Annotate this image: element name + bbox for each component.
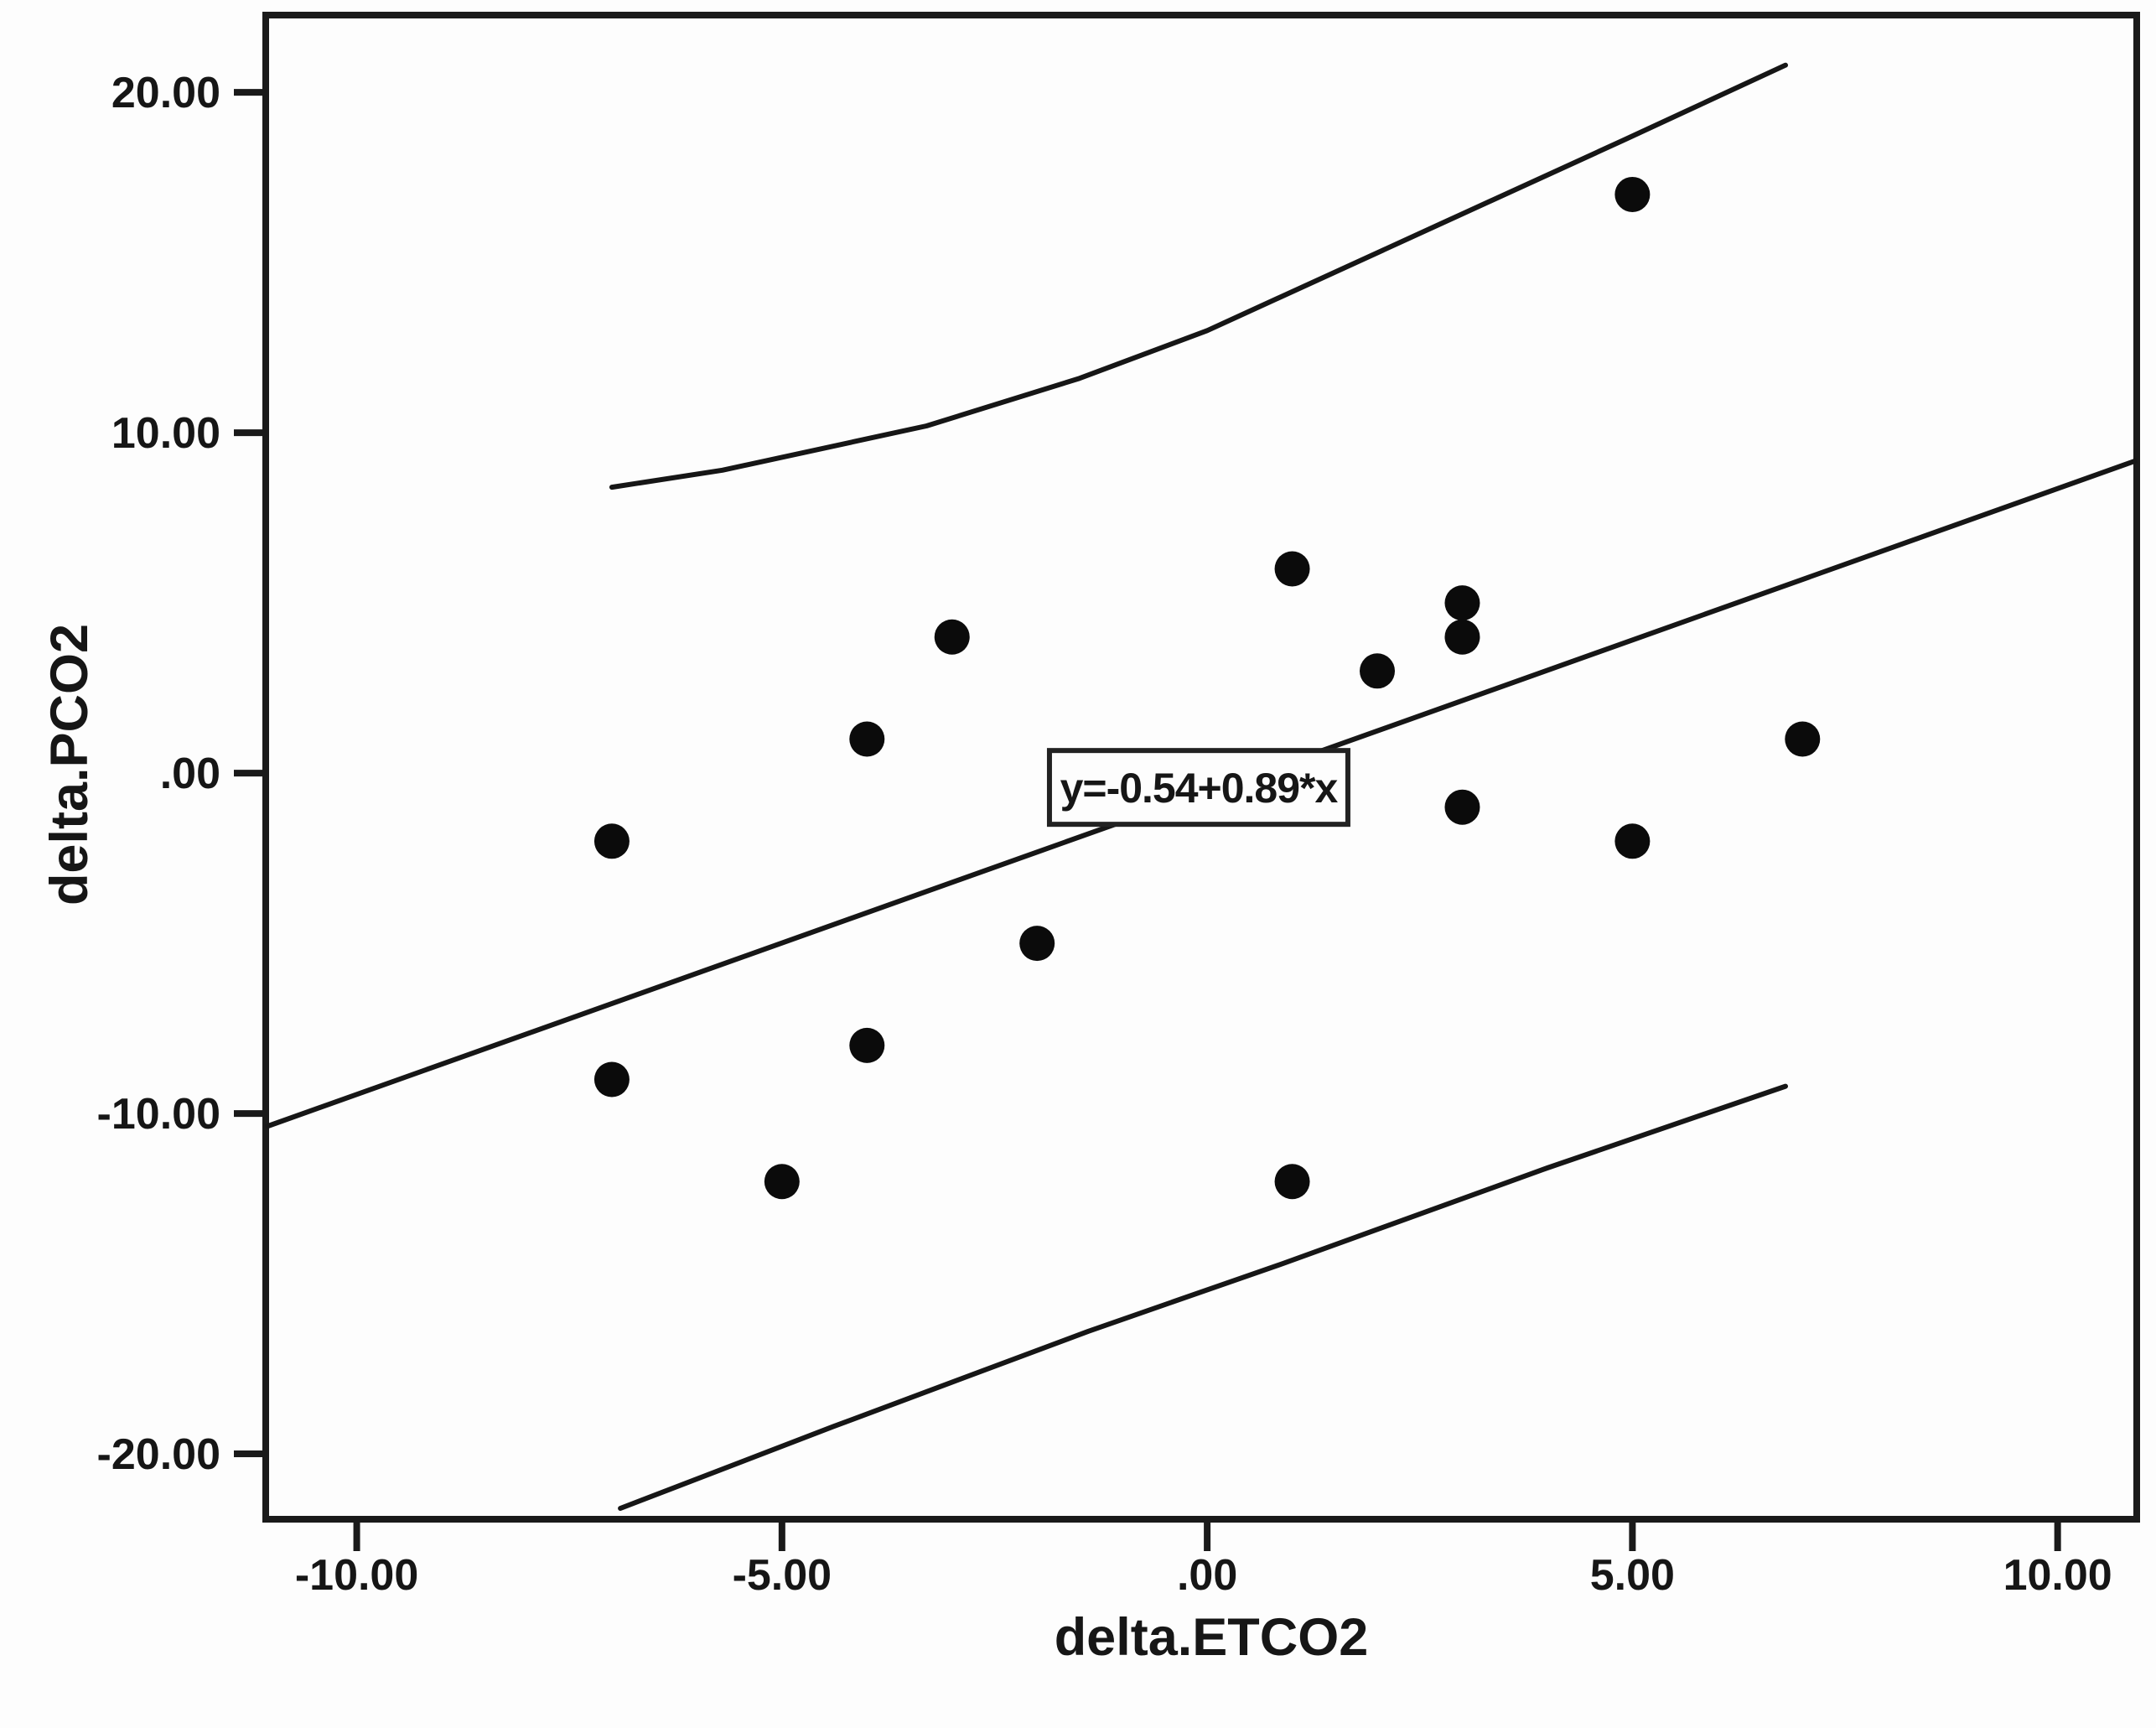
x-tick-label: 5.00 <box>1590 1551 1675 1600</box>
data-point <box>1614 823 1651 859</box>
equation-box <box>1046 748 1350 828</box>
data-point <box>1614 176 1651 212</box>
y-axis-label: delta.PCO2 <box>40 624 99 906</box>
x-tick-label: -5.00 <box>733 1551 832 1600</box>
y-tick-label: -10.00 <box>97 1090 220 1139</box>
equation-label: y=-0.54+0.89*x <box>1060 765 1339 812</box>
ci-upper-curve <box>609 62 1788 490</box>
data-point <box>1360 653 1396 689</box>
data-point <box>1444 585 1480 621</box>
data-point <box>849 1027 885 1063</box>
data-point <box>1785 721 1821 757</box>
x-tick-label: .00 <box>1177 1551 1237 1600</box>
plot-layers: -10.00 -5.00 .00 5.00 10.00 20.00 10.00 .00 -10.… <box>97 12 2140 1600</box>
y-tick-label: 10.00 <box>111 409 220 458</box>
equation-layer: y=-0.54+0.89*x <box>1046 748 1350 828</box>
data-point <box>1019 926 1055 962</box>
y-tick-label: 20.00 <box>111 69 220 117</box>
data-point <box>1444 619 1480 655</box>
data-point <box>934 619 970 655</box>
data-point <box>1274 551 1310 587</box>
y-tick-label: -20.00 <box>97 1430 220 1479</box>
data-point <box>593 1061 630 1098</box>
x-axis-label: delta.ETCO2 <box>1055 1608 1369 1667</box>
data-point <box>1444 789 1480 825</box>
data-point <box>593 823 630 859</box>
plot-frame <box>262 12 2140 1523</box>
x-tick-label: -10.00 <box>295 1551 418 1600</box>
ci-lower-curve <box>618 1083 1788 1511</box>
data-point <box>1274 1164 1310 1200</box>
x-tick-label: 10.00 <box>2003 1551 2112 1600</box>
data-point <box>764 1164 800 1200</box>
data-point <box>849 721 885 757</box>
y-tick-label: .00 <box>160 750 220 798</box>
